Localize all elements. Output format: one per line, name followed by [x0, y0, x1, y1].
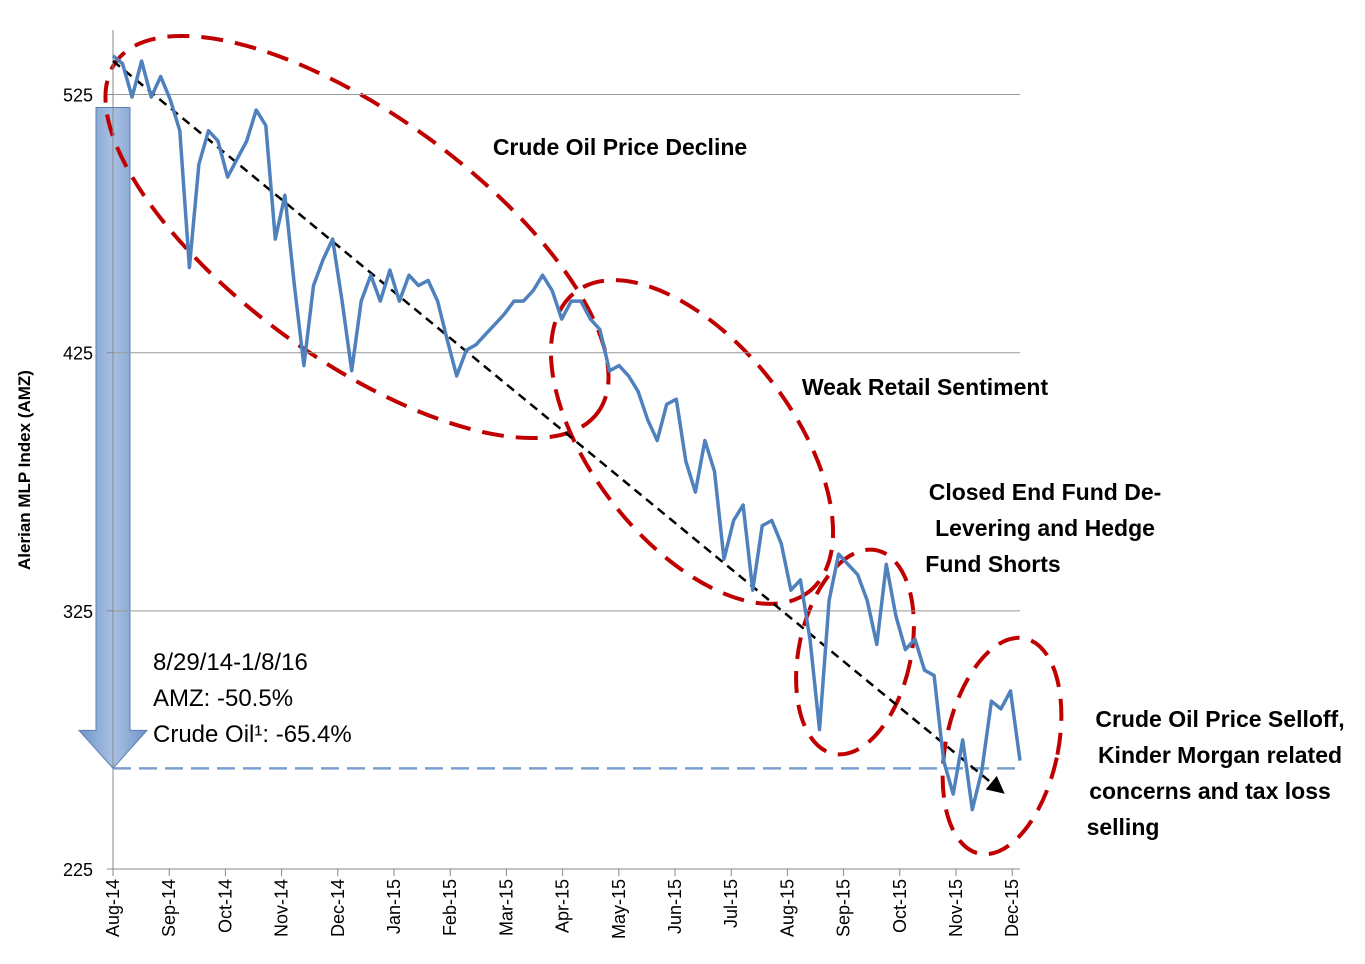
y-tick-label: 225: [63, 860, 93, 880]
ellipse: [548, 278, 836, 606]
x-tick-label: Mar-15: [496, 879, 516, 936]
data-line: [111, 54, 1022, 812]
x-tick-label: Oct-14: [215, 879, 235, 933]
x-tick-label: Dec-15: [1002, 879, 1022, 937]
x-tick-label: Jul-15: [721, 879, 741, 928]
annotation: concerns and tax loss: [1089, 778, 1331, 804]
x-tick-label: Aug-15: [777, 879, 797, 937]
ellipse: [940, 635, 1064, 857]
x-tick-label: May-15: [609, 879, 629, 939]
text-box-line: AMZ: -50.5%: [153, 685, 293, 712]
y-tick-label: 325: [63, 602, 93, 622]
annotation: Crude Oil Price Selloff,: [1095, 706, 1344, 732]
x-tick-label: Nov-14: [272, 879, 292, 937]
x-tick-label: Apr-15: [553, 879, 573, 933]
x-tick-label: Sep-14: [159, 879, 179, 937]
y-axis-title: Alerian MLP Index (AMZ): [15, 370, 34, 570]
x-tick-label: Aug-14: [103, 879, 123, 937]
annotation: Closed End Fund De-: [929, 479, 1162, 505]
annotation: Kinder Morgan related: [1098, 742, 1342, 768]
x-tick-label: Feb-15: [440, 879, 460, 936]
annotation: Crude Oil Price Decline: [493, 134, 747, 160]
y-tick-label: 525: [63, 86, 93, 106]
x-tick-label: Dec-14: [328, 879, 348, 937]
annotation: Fund Shorts: [925, 551, 1060, 577]
y-tick-label: 425: [63, 344, 93, 364]
trend-line: [112, 60, 1005, 794]
ellipse: [794, 547, 916, 757]
x-tick-label: Jun-15: [665, 879, 685, 934]
annotation: selling: [1087, 814, 1160, 840]
x-tick-label: Jan-15: [384, 879, 404, 934]
x-tick-label: Nov-15: [946, 879, 966, 937]
text-box-line: Crude Oil¹: -65.4%: [153, 721, 352, 748]
x-tick-label: Oct-15: [890, 879, 910, 933]
annotation: Levering and Hedge: [935, 515, 1155, 541]
text-box-line: 8/29/14-1/8/16: [153, 649, 308, 676]
annotation: Weak Retail Sentiment: [802, 374, 1049, 400]
x-tick-label: Sep-15: [834, 879, 854, 937]
